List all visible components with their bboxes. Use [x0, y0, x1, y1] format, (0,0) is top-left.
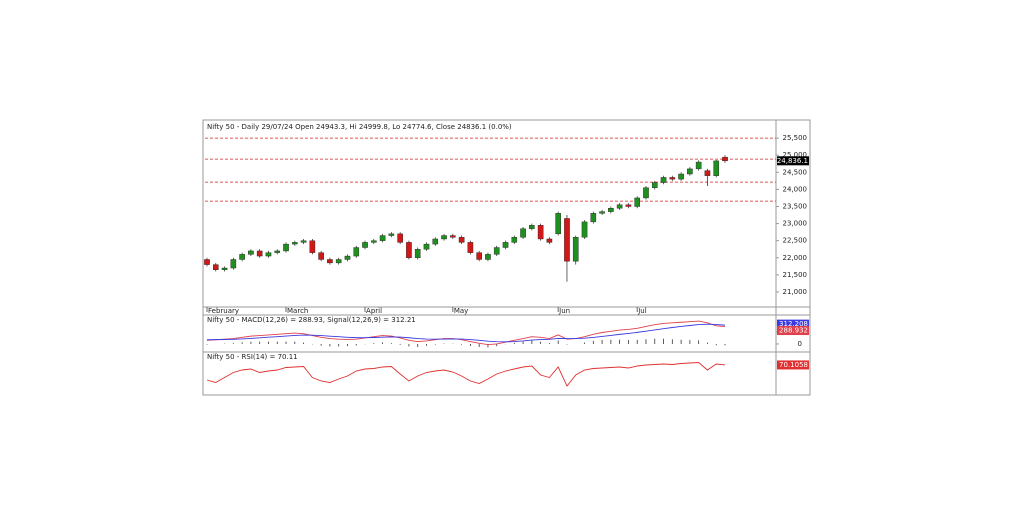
candle-body: [423, 243, 430, 250]
candle-body: [371, 240, 377, 243]
candle-body: [335, 259, 342, 264]
candle-body: [564, 218, 570, 262]
value-box-label: 288.932: [779, 327, 808, 335]
value-box: [777, 319, 809, 329]
x-tick-label: March: [287, 307, 308, 315]
candle-body: [485, 254, 491, 260]
candle-body: [344, 255, 351, 260]
candle-body: [318, 252, 324, 260]
y-tick-label: 24,000: [783, 185, 808, 193]
candle-body: [309, 240, 316, 253]
candle-body: [704, 170, 711, 176]
y-tick-label: 22,000: [783, 254, 808, 262]
candle-body: [441, 235, 447, 240]
y-tick-label: 0: [798, 340, 802, 348]
value-box-label: 24,836.1: [777, 157, 808, 165]
candle-body: [581, 221, 588, 238]
candle-body: [678, 173, 684, 180]
y-tick-label: 24,500: [783, 168, 808, 176]
candle-body: [669, 177, 676, 180]
x-tick-label: May: [454, 307, 468, 315]
value-box: [777, 156, 809, 166]
rsi-title: Nifty 50 - RSI(14) = 70.11: [207, 353, 298, 361]
candle-body: [458, 237, 465, 243]
price-title: Nifty 50 - Daily 29/07/24 Open 24943.3, …: [207, 123, 512, 131]
y-tick-label: 22,500: [783, 237, 808, 245]
candle-body: [502, 242, 509, 248]
candle-body: [230, 259, 237, 269]
x-tick-label: Jul: [637, 307, 647, 315]
candle-body: [239, 254, 245, 260]
candle-body: [212, 264, 219, 270]
candle-body: [713, 160, 720, 176]
candle-body: [625, 204, 632, 207]
candle-body: [634, 197, 641, 207]
candle-body: [493, 247, 500, 255]
candle-body: [362, 242, 368, 248]
candle-body: [327, 259, 333, 264]
value-box-label: 312.208: [779, 320, 808, 328]
candle-body: [283, 243, 289, 252]
candle-body: [256, 250, 263, 257]
x-tick-label: Jun: [558, 307, 570, 315]
candle-body: [546, 238, 553, 243]
candle-body: [687, 168, 693, 175]
candle-body: [643, 187, 649, 199]
indicator-line: [206, 320, 726, 346]
y-tick-label: 25,500: [783, 134, 808, 142]
candle-body: [467, 242, 474, 253]
candle-body: [555, 213, 561, 235]
candle-body: [388, 233, 395, 236]
candle-body: [722, 156, 728, 162]
candle-body: [660, 177, 667, 183]
candle-body: [221, 267, 228, 270]
y-tick-label: 21,000: [783, 288, 808, 296]
x-tick-label: February: [208, 307, 239, 315]
y-tick-label: 21,500: [783, 271, 808, 279]
candle-body: [520, 228, 526, 238]
chart-frame: [202, 119, 811, 396]
candle-body: [695, 161, 702, 170]
candle-body: [265, 252, 272, 257]
indicator-line: [206, 362, 726, 387]
candle-body: [450, 235, 456, 238]
y-tick-label: 23,500: [783, 202, 808, 210]
candle-body: [204, 259, 210, 265]
candle-body: [599, 211, 605, 214]
candle-body: [651, 182, 658, 188]
value-box-label: 70.1058: [779, 361, 808, 369]
candle-body: [572, 237, 579, 262]
candle-body: [608, 208, 614, 212]
candle-body: [616, 204, 623, 209]
indicator-line: [206, 323, 726, 343]
x-tick-label: April: [366, 307, 382, 315]
candle-body: [529, 225, 535, 229]
candle-body: [353, 247, 360, 257]
candle-body: [248, 250, 254, 255]
candle-body: [291, 242, 298, 245]
candle-body: [511, 237, 518, 243]
candle-body: [590, 213, 597, 223]
candle-body: [397, 233, 403, 243]
candle-body: [300, 240, 307, 243]
y-tick-label: 25,000: [783, 151, 808, 159]
y-tick-label: 23,000: [783, 220, 808, 228]
value-box: [777, 360, 809, 370]
candle-body: [274, 250, 281, 253]
value-box: [777, 326, 809, 336]
candle-body: [379, 235, 386, 241]
macd-title: Nifty 50 - MACD(12,26) = 288.93, Signal(…: [207, 316, 416, 324]
candle-body: [406, 242, 412, 258]
candle-body: [476, 252, 482, 260]
candle-body: [537, 225, 544, 240]
candle-body: [432, 238, 439, 245]
candle-body: [414, 249, 421, 258]
